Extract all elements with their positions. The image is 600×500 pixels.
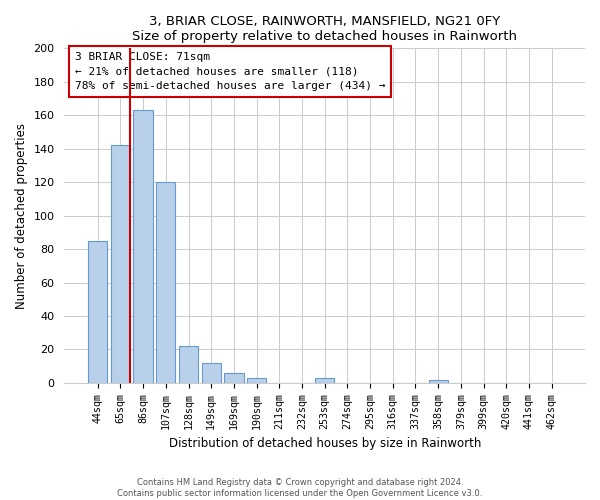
- Text: Contains HM Land Registry data © Crown copyright and database right 2024.
Contai: Contains HM Land Registry data © Crown c…: [118, 478, 482, 498]
- X-axis label: Distribution of detached houses by size in Rainworth: Distribution of detached houses by size …: [169, 437, 481, 450]
- Bar: [133, 110, 153, 383]
- Bar: [88, 240, 107, 383]
- Title: 3, BRIAR CLOSE, RAINWORTH, MANSFIELD, NG21 0FY
Size of property relative to deta: 3, BRIAR CLOSE, RAINWORTH, MANSFIELD, NG…: [132, 15, 517, 43]
- Y-axis label: Number of detached properties: Number of detached properties: [15, 122, 28, 308]
- Bar: [315, 378, 334, 383]
- Bar: [111, 146, 130, 383]
- Bar: [428, 380, 448, 383]
- Bar: [247, 378, 266, 383]
- Bar: [179, 346, 198, 383]
- Bar: [156, 182, 175, 383]
- Text: 3 BRIAR CLOSE: 71sqm
← 21% of detached houses are smaller (118)
78% of semi-deta: 3 BRIAR CLOSE: 71sqm ← 21% of detached h…: [75, 52, 385, 92]
- Bar: [224, 373, 244, 383]
- Bar: [202, 363, 221, 383]
